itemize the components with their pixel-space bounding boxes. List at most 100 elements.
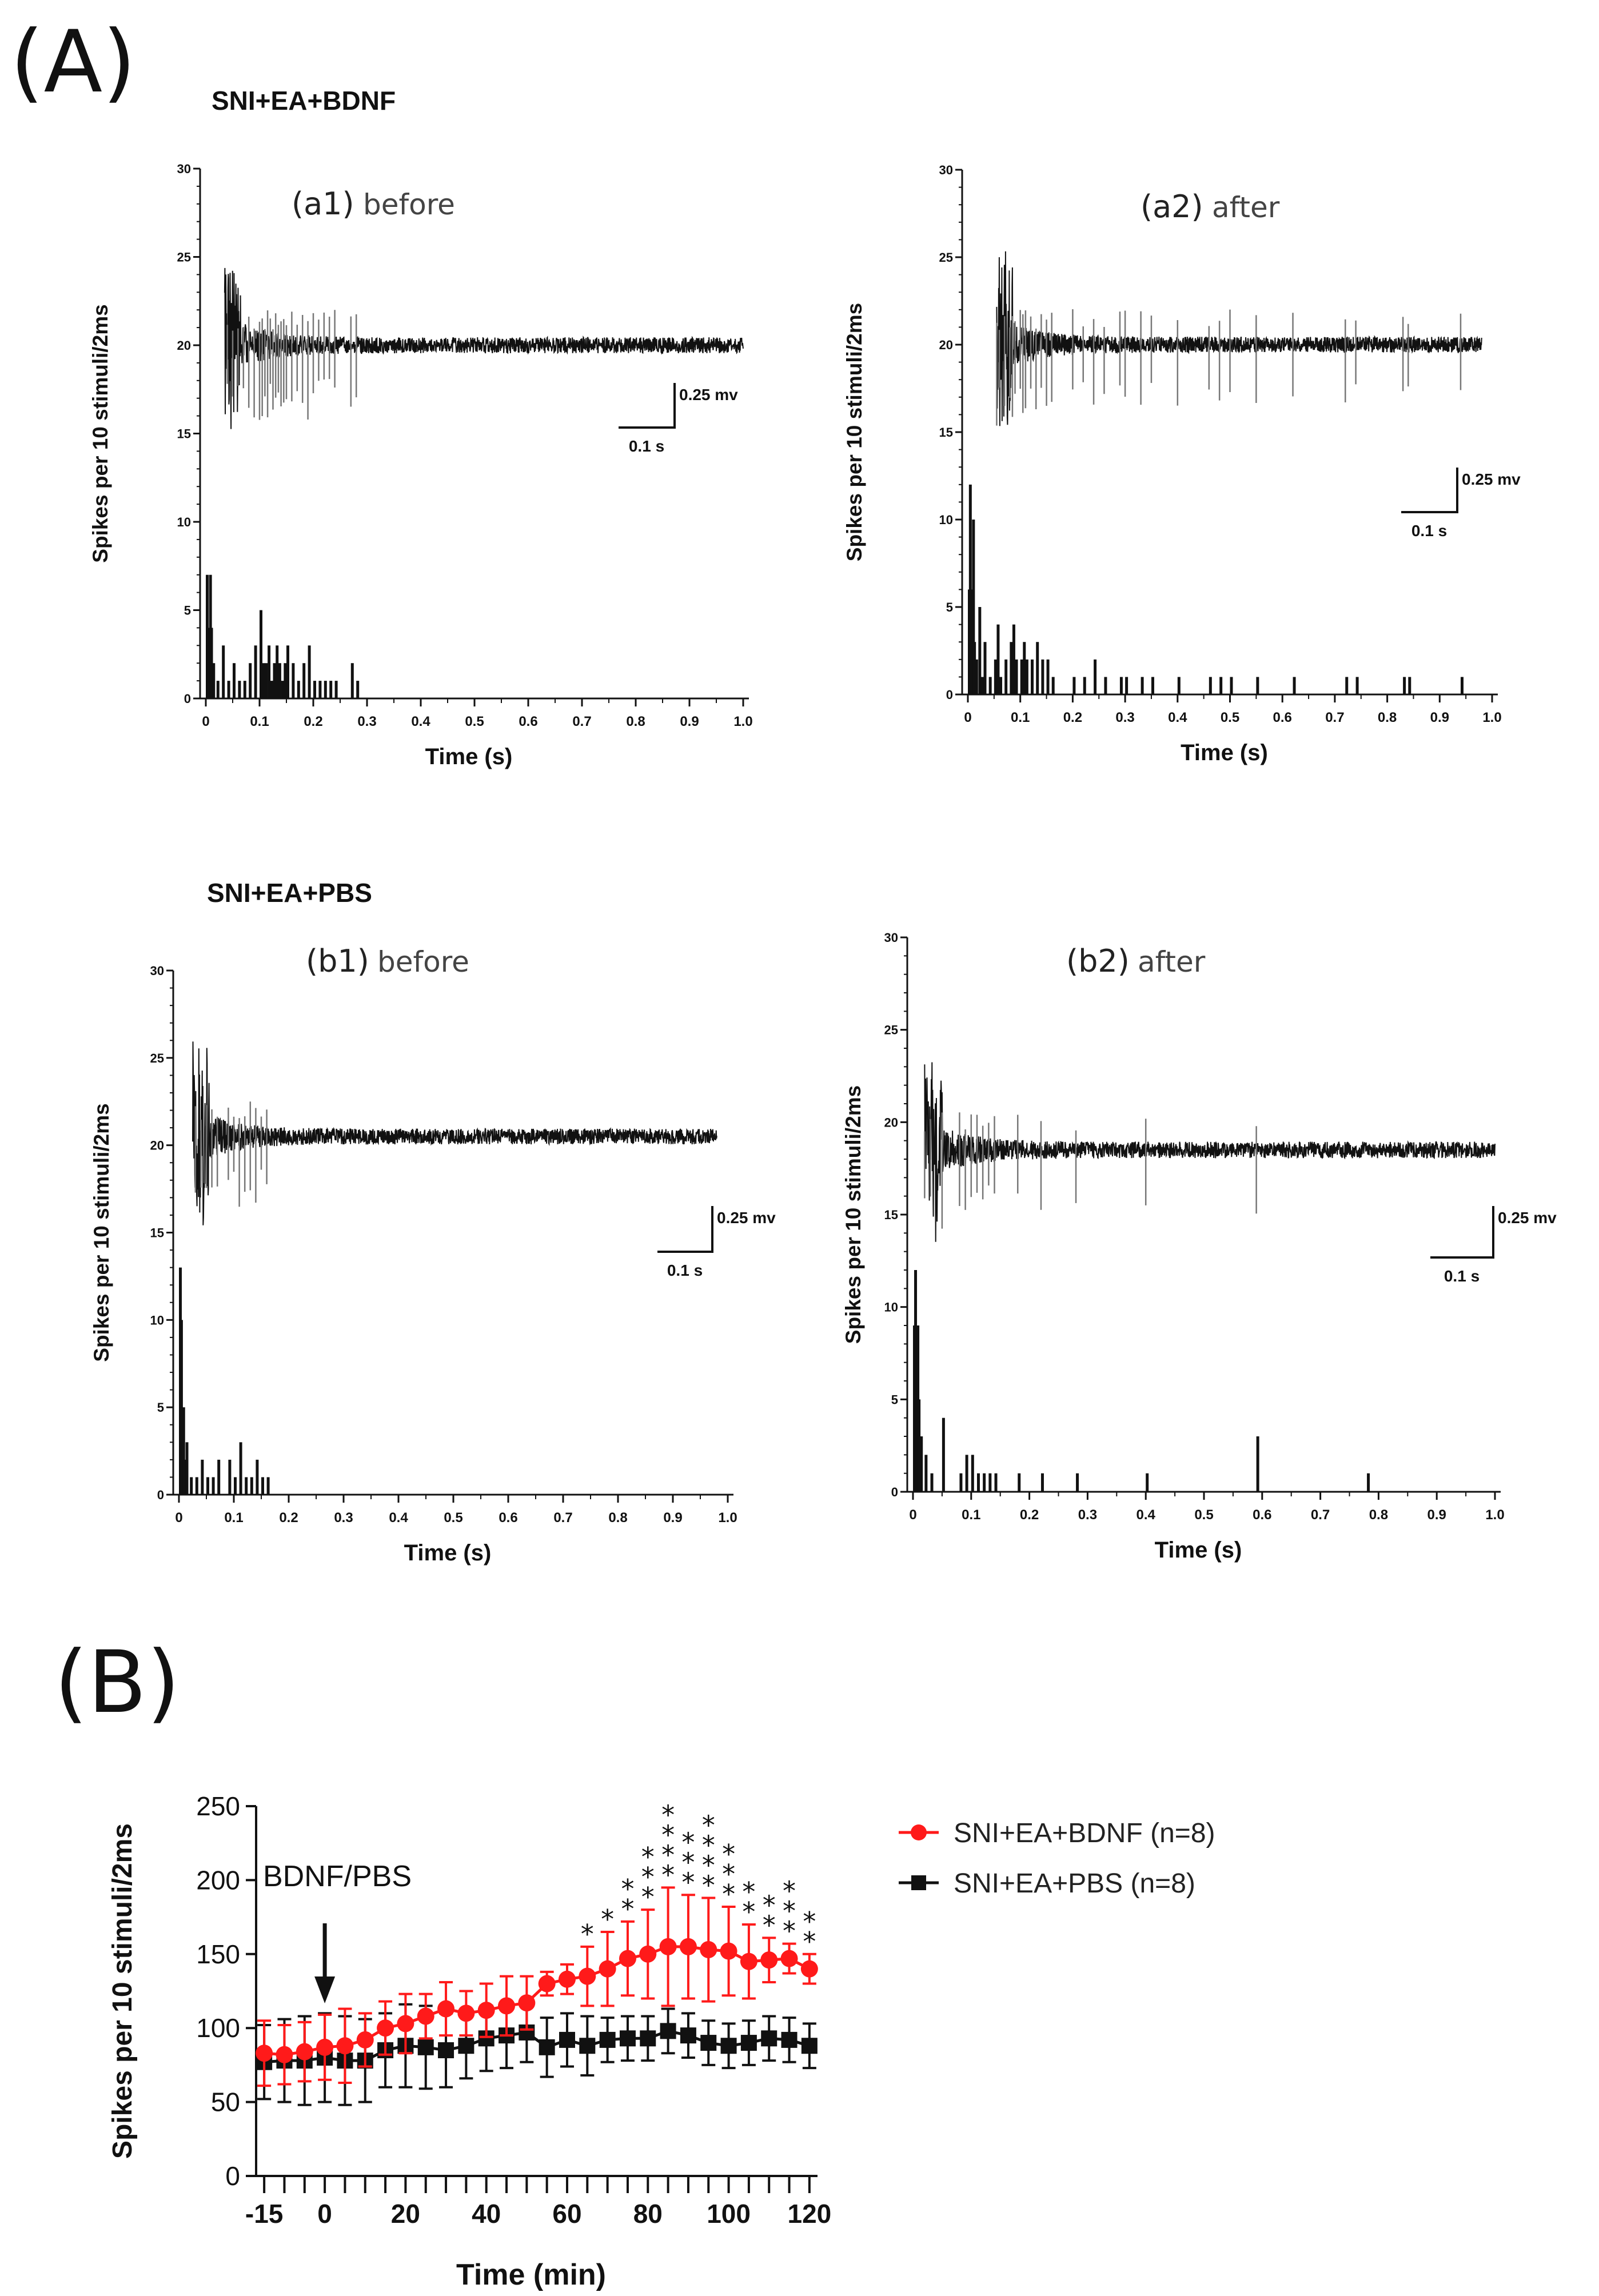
y-tick-label: 10 <box>150 1313 164 1327</box>
histogram-bar <box>329 681 333 698</box>
histogram-bar <box>250 1477 253 1495</box>
panel-a-label: (A) <box>10 13 136 112</box>
y-tick-label: 25 <box>939 250 953 265</box>
histogram-bar <box>265 663 268 698</box>
x-tick-label: 0.5 <box>1221 710 1239 725</box>
histogram-bar <box>1046 659 1050 694</box>
histogram-bar <box>1403 677 1406 694</box>
histogram-bar <box>994 659 997 694</box>
x-axis-title: Time (s) <box>425 744 513 769</box>
significance-star: * <box>763 1910 776 1940</box>
series-line <box>264 1945 811 2057</box>
y-tick-label: 0 <box>946 688 953 702</box>
histogram-bar <box>233 663 236 698</box>
legend-marker <box>911 1824 927 1840</box>
histogram-bar <box>1408 677 1411 694</box>
histogram-bar <box>975 659 978 694</box>
histogram-bar <box>254 645 257 698</box>
subplot-tag: (b1) <box>306 943 369 979</box>
histogram-bar <box>286 645 289 698</box>
data-point <box>660 2023 676 2039</box>
histogram-bar <box>308 645 311 698</box>
significance-star: * <box>641 1882 655 1912</box>
scale-bar-amplitude: 0.25 mv <box>679 386 738 404</box>
histogram-bar <box>1031 659 1034 694</box>
x-tick-label: 0.1 <box>1011 710 1030 725</box>
histogram-bar <box>210 628 213 698</box>
scale-bar-time: 0.1 s <box>1444 1267 1480 1285</box>
data-point <box>740 2035 757 2051</box>
significance-star: * <box>601 1904 614 1935</box>
data-point <box>801 2038 818 2054</box>
histogram-bar <box>180 1320 183 1495</box>
histogram-bar <box>988 1473 992 1492</box>
histogram-bar <box>260 610 262 698</box>
x-tick-label: 0.8 <box>1378 710 1397 725</box>
histogram-bar <box>965 1455 968 1492</box>
data-point <box>457 2004 475 2022</box>
histogram-bar <box>266 1477 270 1495</box>
x-tick-label: 40 <box>472 2199 501 2229</box>
data-point <box>256 2045 273 2062</box>
data-point <box>640 2030 656 2047</box>
y-tick-label: 30 <box>150 964 164 978</box>
y-axis-title: Spikes per 10 stimuli/2ms <box>107 1823 138 2159</box>
y-tick-label: 20 <box>884 1115 898 1129</box>
x-tick-label: 20 <box>391 2199 420 2229</box>
y-tick-label: 15 <box>177 427 191 441</box>
subplot-tag: (a1) <box>292 186 354 222</box>
data-point <box>579 2038 596 2054</box>
x-tick-label: 0.6 <box>1253 1507 1271 1523</box>
subplot-condition: before <box>377 945 469 979</box>
y-tick-label: 25 <box>884 1023 898 1037</box>
histogram-bar <box>1076 1473 1079 1492</box>
significance-star: * <box>803 1926 816 1957</box>
series-bdnf: * * ** ************************** <box>256 1799 818 2087</box>
histogram-bar <box>190 1477 193 1495</box>
x-tick-label: 0.9 <box>1430 710 1449 725</box>
data-point <box>599 1960 616 1978</box>
histogram-bar <box>1104 677 1107 694</box>
histogram-bar <box>1020 659 1023 694</box>
data-point <box>356 2031 374 2049</box>
histogram-bar <box>1094 659 1097 694</box>
x-tick-label: 0.7 <box>1325 710 1344 725</box>
x-tick-label: 0 <box>909 1507 916 1523</box>
x-tick-label: 0.1 <box>224 1510 243 1526</box>
histogram-bar <box>1125 677 1129 694</box>
x-tick-label: 0.9 <box>680 714 699 729</box>
histogram-bar <box>999 677 1003 694</box>
histogram-bar <box>1177 677 1181 694</box>
x-tick-label: 0.1 <box>962 1507 980 1523</box>
x-tick-label: 0.3 <box>1078 1507 1097 1523</box>
subplot-condition: before <box>363 188 455 221</box>
x-tick-label: 60 <box>552 2199 581 2229</box>
histogram-bar <box>1018 1473 1021 1492</box>
histogram-bar <box>356 681 360 698</box>
data-point <box>417 2039 434 2055</box>
significance-star: * <box>661 1839 675 1870</box>
histogram-bar <box>222 645 225 698</box>
histogram-bar <box>983 642 987 694</box>
y-tick-label: 25 <box>150 1051 164 1065</box>
significance-star: * <box>661 1799 675 1830</box>
y-tick-label: 0 <box>225 2161 240 2191</box>
data-point <box>477 2002 495 2019</box>
y-tick-label: 100 <box>196 2013 240 2043</box>
histogram-bar <box>217 1459 221 1495</box>
histogram-bar <box>334 681 338 698</box>
subpanel-b2: (b2) after 0 5 10 15 20 25 30 0 0.1 0.2 0.3 0.4 0.5 0.6… <box>842 931 1557 1563</box>
histogram-bar <box>256 1459 259 1495</box>
significance-star: * <box>722 1859 735 1890</box>
x-tick-label: 0 <box>317 2199 332 2229</box>
histogram-bar <box>1010 642 1013 694</box>
scale-bar-amplitude: 0.25 mv <box>1498 1209 1557 1227</box>
histogram-bar <box>1146 1473 1149 1492</box>
y-tick-label: 30 <box>884 931 898 945</box>
y-axis-title: Spikes per 10 stimuli/2ms <box>90 1103 113 1361</box>
legend-label: SNI+EA+BDNF (n=8) <box>954 1818 1215 1848</box>
raw-voltage-trace <box>924 1062 1496 1242</box>
data-point <box>599 2031 616 2048</box>
x-tick-label: 0.4 <box>389 1510 408 1526</box>
